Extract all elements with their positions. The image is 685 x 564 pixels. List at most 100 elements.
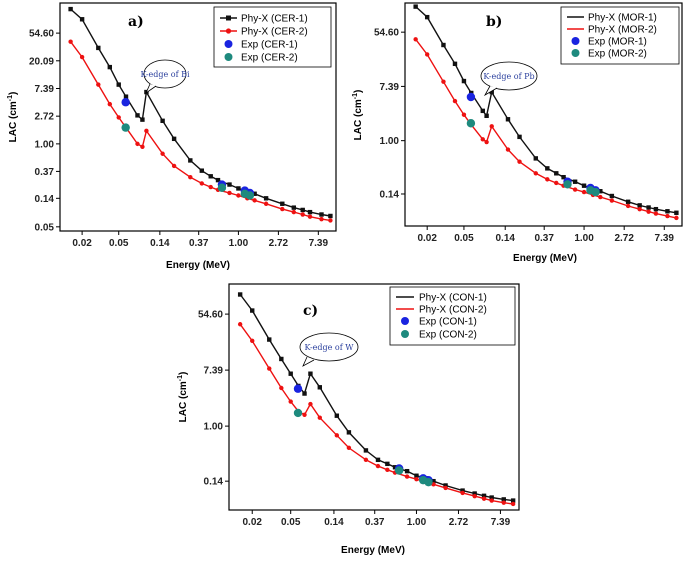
y-axis-title: LAC (cm-1) [177,372,189,423]
data-point [250,338,255,344]
data-point [123,94,129,99]
data-point [413,37,418,42]
data-point [510,498,516,503]
data-point [472,493,477,499]
series-teal [293,408,433,487]
data-point [501,500,506,505]
data-point [121,98,130,107]
data-point [236,193,241,198]
data-point [533,171,538,176]
legend-item: Exp (CON-2) [401,330,477,341]
data-point [375,457,381,463]
data-point [308,371,313,376]
legend-label: Exp (CON-1) [419,317,477,328]
data-point [609,198,615,203]
data-point [460,490,465,496]
legend-label: Phy-X (CON-2) [419,305,487,316]
data-point [328,213,333,219]
legend-item: Exp (CER-1) [224,40,298,51]
data-point [300,212,305,217]
data-point [293,384,303,393]
callout-text: K-edge of Bi [140,70,190,79]
x-tick-label: 0.05 [109,238,129,249]
legend-item: Phy-X (CER-1) [220,14,308,25]
data-point [404,468,410,474]
x-axis-title: Energy (MeV) [341,545,405,556]
callout-tail [302,356,315,367]
y-axis-title-text: LAC (cm [353,99,364,140]
legend-swatch-marker [571,37,580,45]
data-point [480,137,485,142]
plot-frame [404,2,683,227]
callout-text: K-edge of W [305,343,355,352]
data-point [319,216,324,222]
x-tick-label: 7.39 [491,517,511,528]
y-axis-title-sup: -1 [352,93,359,99]
x-tick-label: 0.14 [324,517,344,528]
data-point [334,413,340,418]
data-point [300,207,305,213]
data-point [505,117,511,122]
y-tick-label: 0.14 [35,194,55,205]
legend: Phy-X (CON-1) Phy-X (CON-2) Exp (CON-1) … [389,286,516,346]
legend-box [213,6,332,68]
data-point [545,166,550,171]
data-point [591,187,600,197]
data-point [291,209,297,215]
data-point [501,497,506,502]
y-tick-label: 0.37 [35,167,55,178]
callout-text: K-edge of Pb [483,72,534,81]
data-point [466,92,476,102]
data-point [160,118,165,124]
x-tick-label: 0.02 [242,517,262,528]
data-point [533,156,538,161]
k-edge-callout: K-edge of Bi [140,59,190,95]
series-red [237,322,516,507]
data-point [116,82,121,87]
data-point [404,474,410,479]
data-point [598,194,603,200]
data-point [267,337,272,342]
data-point [484,139,489,145]
data-point [452,98,458,104]
legend-item: Exp (MOR-2) [571,49,647,60]
y-axis-title-text: LAC (cm [178,381,189,422]
x-tick-label: 1.00 [574,233,594,244]
data-point [121,123,130,132]
data-point [443,483,448,488]
x-tick-label: 2.72 [449,517,469,528]
legend-item: Exp (CON-1) [401,317,477,328]
series-teal [121,123,255,200]
legend-label: Phy-X (CER-2) [241,27,308,38]
x-tick-label: 2.72 [614,233,634,244]
x-tick-label: 0.14 [495,233,515,244]
data-point [665,213,670,219]
data-point [554,171,559,176]
data-point [171,163,177,169]
legend-label: Phy-X (MOR-1) [588,13,657,24]
data-point [484,113,489,119]
plot-frame [228,283,520,511]
legend-swatch-marker [224,40,233,48]
legend: Phy-X (MOR-1) Phy-X (MOR-2) Exp (MOR-1) … [560,6,680,65]
data-point [288,371,293,376]
data-point [461,78,467,84]
legend-swatch-marker [224,53,233,61]
data-point [188,158,193,163]
callout-tail [145,83,157,95]
data-point [424,52,430,57]
data-point [280,206,285,212]
data-point [263,196,269,201]
data-point [279,356,284,362]
data-point [199,168,205,173]
data-point [291,205,297,210]
data-point [489,124,494,129]
data-point [625,199,631,204]
legend-item: Exp (MOR-1) [571,37,647,48]
data-point [171,136,177,142]
legend-label: Phy-X (MOR-2) [588,25,657,36]
data-point [625,203,631,209]
legend-swatch-marker [225,28,232,34]
data-point [572,187,578,192]
data-point [236,186,241,191]
